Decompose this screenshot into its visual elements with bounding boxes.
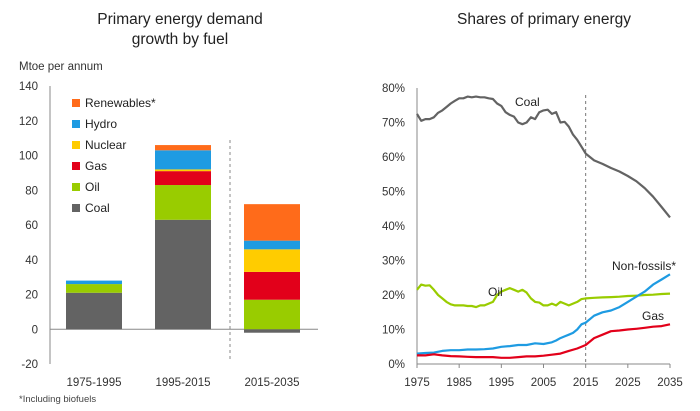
left-y-axis-ticks: -20 0 20 40 60 80 100 120 140 (19, 81, 38, 371)
right-y-axis-ticks: 0% 10% 20% 30% 40% 50% 60% 70% 80% (382, 83, 405, 371)
legend-swatch-coal (72, 204, 80, 212)
right-y-tick-label: 10% (382, 325, 405, 337)
footnote: *Including biofuels (19, 394, 96, 405)
right-x-tick-label: 2005 (531, 377, 557, 389)
right-y-tick-label: 0% (388, 359, 405, 371)
bar-hydro-1995-2015 (155, 150, 211, 170)
series-label-non-fossils: Non-fossils* (612, 259, 676, 273)
right-y-tick-label: 60% (382, 152, 405, 164)
bar-coal-1995-2015 (155, 219, 211, 330)
right-x-axis-ticks: 1975 1985 1995 2005 2015 2025 2035 (404, 364, 683, 389)
bar-oil-1975-1995 (66, 284, 122, 293)
right-y-tick-label: 70% (382, 118, 405, 130)
right-x-tick-label: 2025 (615, 377, 641, 389)
legend-label-nuclear: Nuclear (85, 138, 126, 152)
bar-renewables-1995-2015 (155, 145, 211, 151)
left-x-tick-label: 1995-2015 (156, 377, 211, 389)
bar-gas-2015-2035 (244, 271, 300, 300)
bar-nuclear-1995-2015 (155, 169, 211, 172)
right-x-tick-label: 1995 (489, 377, 515, 389)
right-x-tick-label: 2015 (573, 377, 599, 389)
right-y-tick-label: 50% (382, 187, 405, 199)
bar-hydro-1975-1995 (66, 280, 122, 285)
left-chart: Primary energy demand growth by fuel Mto… (19, 11, 318, 405)
left-x-tick-label: 1975-1995 (67, 377, 122, 389)
legend-swatch-hydro (72, 120, 80, 128)
right-y-tick-label: 20% (382, 290, 405, 302)
left-chart-title-line-2: growth by fuel (132, 31, 229, 48)
bar-nuclear-2015-2035 (244, 249, 300, 272)
left-y-tick-label: 80 (25, 185, 38, 197)
left-legend: Renewables* Hydro Nuclear Gas Oil Coal (72, 96, 156, 215)
left-y-tick-label: 60 (25, 220, 38, 232)
bar-hydro-2015-2035 (244, 240, 300, 250)
legend-swatch-renewables (72, 99, 80, 107)
right-x-tick-label: 1985 (446, 377, 472, 389)
legend-label-renewables: Renewables* (85, 96, 156, 110)
legend-label-gas: Gas (85, 159, 107, 173)
left-x-axis-ticks: 1975-1995 1995-2015 2015-2035 (67, 377, 300, 389)
right-y-tick-label: 80% (382, 83, 405, 95)
line-gas (417, 323, 671, 359)
bar-coal-2015-2035 (244, 329, 300, 333)
series-label-gas: Gas (642, 309, 664, 323)
left-chart-title-line-1: Primary energy demand (97, 11, 262, 28)
left-x-tick-label: 2015-2035 (245, 377, 300, 389)
left-bars (66, 145, 300, 333)
legend-swatch-gas (72, 162, 80, 170)
bar-oil-1995-2015 (155, 185, 211, 220)
left-y-tick-label: 0 (32, 324, 38, 336)
line-non-fossils (416, 273, 671, 355)
legend-label-hydro: Hydro (85, 117, 117, 131)
legend-swatch-nuclear (72, 141, 80, 149)
bar-oil-2015-2035 (244, 299, 300, 330)
bar-gas-1995-2015 (155, 171, 211, 186)
legend-swatch-oil (72, 183, 80, 191)
bar-coal-1975-1995 (66, 292, 122, 330)
left-chart-y-unit-label: Mtoe per annum (19, 61, 103, 73)
series-label-coal: Coal (515, 95, 540, 109)
right-series-lines (416, 95, 671, 359)
left-y-tick-label: 100 (19, 151, 38, 163)
right-chart: Shares of primary energy 0% 10% 20% 30% 40% 5… (382, 11, 683, 389)
series-label-oil: Oil (488, 285, 503, 299)
right-x-tick-label: 1975 (404, 377, 430, 389)
left-y-tick-label: -20 (21, 359, 38, 371)
left-y-tick-label: 40 (25, 255, 38, 267)
legend-label-oil: Oil (85, 180, 100, 194)
line-oil (416, 283, 671, 309)
left-y-tick-label: 120 (19, 116, 38, 128)
line-coal (416, 95, 671, 219)
bar-renewables-2015-2035 (244, 204, 300, 241)
legend-label-coal: Coal (85, 201, 110, 215)
right-y-tick-label: 40% (382, 221, 405, 233)
left-y-tick-label: 140 (19, 81, 38, 93)
right-y-tick-label: 30% (382, 256, 405, 268)
right-x-tick-label: 2035 (657, 377, 683, 389)
right-chart-title: Shares of primary energy (457, 11, 631, 28)
left-y-tick-label: 20 (25, 290, 38, 302)
